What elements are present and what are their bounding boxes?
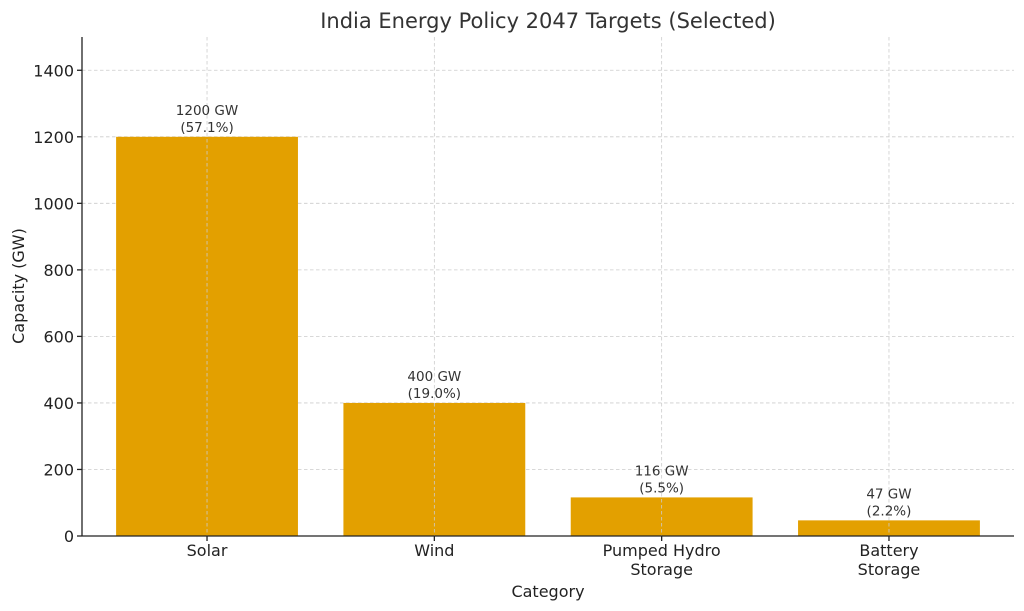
data-label: 116 GW <box>635 463 689 479</box>
data-label: (57.1%) <box>180 120 233 136</box>
y-axis-label: Capacity (GW) <box>9 228 28 344</box>
data-label: (19.0%) <box>408 386 461 402</box>
chart-title: India Energy Policy 2047 Targets (Select… <box>320 9 776 33</box>
x-tick-label: Battery <box>859 541 918 560</box>
y-tick-label: 200 <box>43 460 74 479</box>
x-tick-label: Pumped Hydro <box>603 541 721 560</box>
x-tick-label: Wind <box>414 541 454 560</box>
data-label: 400 GW <box>407 369 461 385</box>
x-axis-label: Category <box>511 582 584 601</box>
data-labels: 1200 GW(57.1%) 400 GW(19.0%) 116 GW(5.5%) 4… <box>176 103 912 520</box>
y-tick-label: 600 <box>43 327 74 346</box>
x-tick-label: Storage <box>630 560 693 579</box>
bar <box>798 520 980 536</box>
grid-lines <box>82 69 1014 470</box>
y-tick-label: 0 <box>64 527 74 546</box>
data-label: (5.5%) <box>639 480 684 496</box>
y-tick-label: 1200 <box>33 128 74 147</box>
y-tick-label: 400 <box>43 394 74 413</box>
y-tick-label: 1400 <box>33 61 74 80</box>
data-label: (2.2%) <box>867 503 912 519</box>
y-tick-label: 1000 <box>33 194 74 213</box>
y-axis-ticks: 0 200 400 600 800 1000 1200 1400 <box>33 61 82 546</box>
data-label: 47 GW <box>866 486 911 502</box>
x-axis-ticks: Solar Wind Pumped HydroStorageBatteryStora… <box>187 536 921 579</box>
y-tick-label: 800 <box>43 261 74 280</box>
x-tick-label: Solar <box>187 541 228 560</box>
data-label: 1200 GW <box>176 103 238 119</box>
x-tick-label: Storage <box>858 560 921 579</box>
vertical-grid-lines <box>206 37 890 536</box>
